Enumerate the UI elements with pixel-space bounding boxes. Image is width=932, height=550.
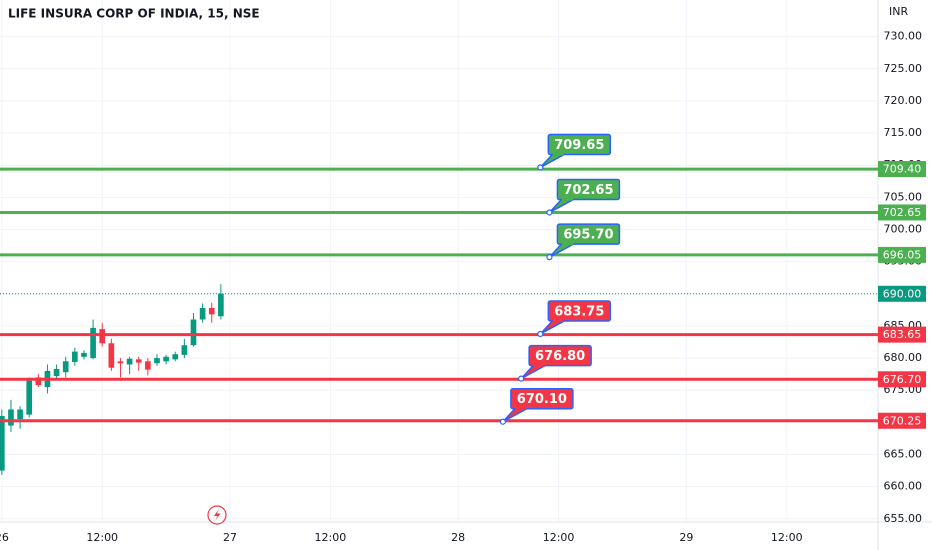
candle-body	[0, 415, 5, 471]
level-badge	[878, 161, 926, 178]
candle-body	[154, 358, 160, 364]
x-tick-label: 12:00	[543, 531, 575, 544]
replay-icon[interactable]	[207, 505, 227, 525]
y-tick-label: 680.00	[884, 351, 923, 364]
callout-seam	[561, 197, 573, 201]
level-badge	[878, 371, 926, 388]
candle-body	[190, 319, 197, 346]
callout-pointer	[520, 364, 546, 380]
candle-body	[208, 307, 215, 315]
callout-box	[547, 133, 612, 156]
y-tick-label: 655.00	[884, 512, 923, 525]
grid	[0, 0, 878, 522]
callout-anchor	[546, 209, 553, 216]
y-tick-label: 700.00	[884, 223, 923, 236]
y-tick-label: 720.00	[884, 94, 923, 107]
candle-body	[126, 358, 133, 365]
y-tick-label: 715.00	[884, 126, 923, 139]
callout-seam	[561, 242, 573, 246]
callout-anchor	[499, 418, 506, 425]
currency: INR	[889, 5, 908, 18]
y-tick-label: 665.00	[884, 448, 923, 461]
callout-label: 676.80	[535, 349, 585, 364]
callout-seam	[515, 407, 527, 410]
y-tick-label: 705.00	[884, 190, 923, 203]
x-tick-label: 27	[223, 531, 237, 544]
candle-body	[135, 359, 142, 363]
y-tick-label: 730.00	[884, 30, 923, 43]
callout-box	[510, 387, 574, 410]
callout-seam	[533, 364, 545, 367]
candle-body	[117, 361, 124, 364]
candle-body	[181, 345, 188, 355]
level-badge-label: 676.70	[883, 373, 922, 386]
candle-body	[26, 380, 33, 415]
callout-box	[547, 300, 612, 322]
callout-seam	[552, 319, 564, 322]
candle-body	[35, 377, 42, 386]
level-badge-label: 683.65	[883, 328, 922, 341]
callout-seam	[552, 152, 564, 156]
candle-body	[81, 352, 87, 357]
level-badge	[878, 204, 926, 221]
candle-body	[218, 293, 224, 317]
level-badge-label: 702.65	[883, 206, 922, 219]
level-badge	[878, 326, 926, 343]
callout-label: 670.10	[517, 392, 567, 407]
x-tick-label: 26	[0, 531, 9, 544]
level-badge-label: 696.05	[883, 248, 922, 261]
candle-body	[163, 356, 169, 362]
candle-body	[145, 361, 151, 370]
callout-anchor	[518, 375, 525, 382]
level-badge-label: 670.25	[883, 414, 922, 427]
callout-anchor	[537, 330, 544, 338]
callout-anchor	[546, 254, 553, 261]
y-tick-label: 725.00	[884, 62, 923, 75]
callout-pointer	[548, 198, 575, 214]
x-tick-label: 12:00	[771, 531, 803, 544]
candle-body	[199, 307, 206, 320]
last-price-label: 690.00	[883, 287, 922, 300]
level-badge-label: 709.40	[883, 163, 922, 176]
candle-body	[72, 351, 78, 362]
callout-box	[528, 344, 592, 367]
candle-body	[62, 361, 69, 373]
last-price-badge	[878, 285, 926, 302]
callout-box	[556, 223, 621, 245]
x-tick-label: 12:00	[315, 531, 347, 544]
callout-pointer	[539, 320, 566, 335]
candle-body	[90, 327, 96, 359]
candle-body	[108, 343, 115, 368]
x-tick-label: 12:00	[86, 531, 118, 544]
chart-title: LIFE INSURA CORP OF INDIA, 15, NSE	[8, 7, 260, 21]
callout-box	[556, 178, 621, 201]
y-tick-label: 660.00	[884, 480, 923, 493]
callout-label: 709.65	[554, 138, 604, 153]
level-badge	[878, 246, 926, 263]
x-tick-label: 28	[451, 531, 465, 544]
callout-label: 683.75	[554, 304, 604, 319]
level-badge	[878, 412, 926, 429]
callout-label: 695.70	[563, 228, 613, 243]
candle-body	[17, 409, 23, 420]
candle-body	[8, 409, 14, 426]
candle-body	[172, 354, 179, 360]
callout-anchor	[537, 164, 544, 171]
candle-body	[99, 329, 106, 344]
x-tick-label: 29	[679, 531, 693, 544]
candle-body	[53, 369, 60, 377]
callout-label: 702.65	[563, 183, 613, 198]
